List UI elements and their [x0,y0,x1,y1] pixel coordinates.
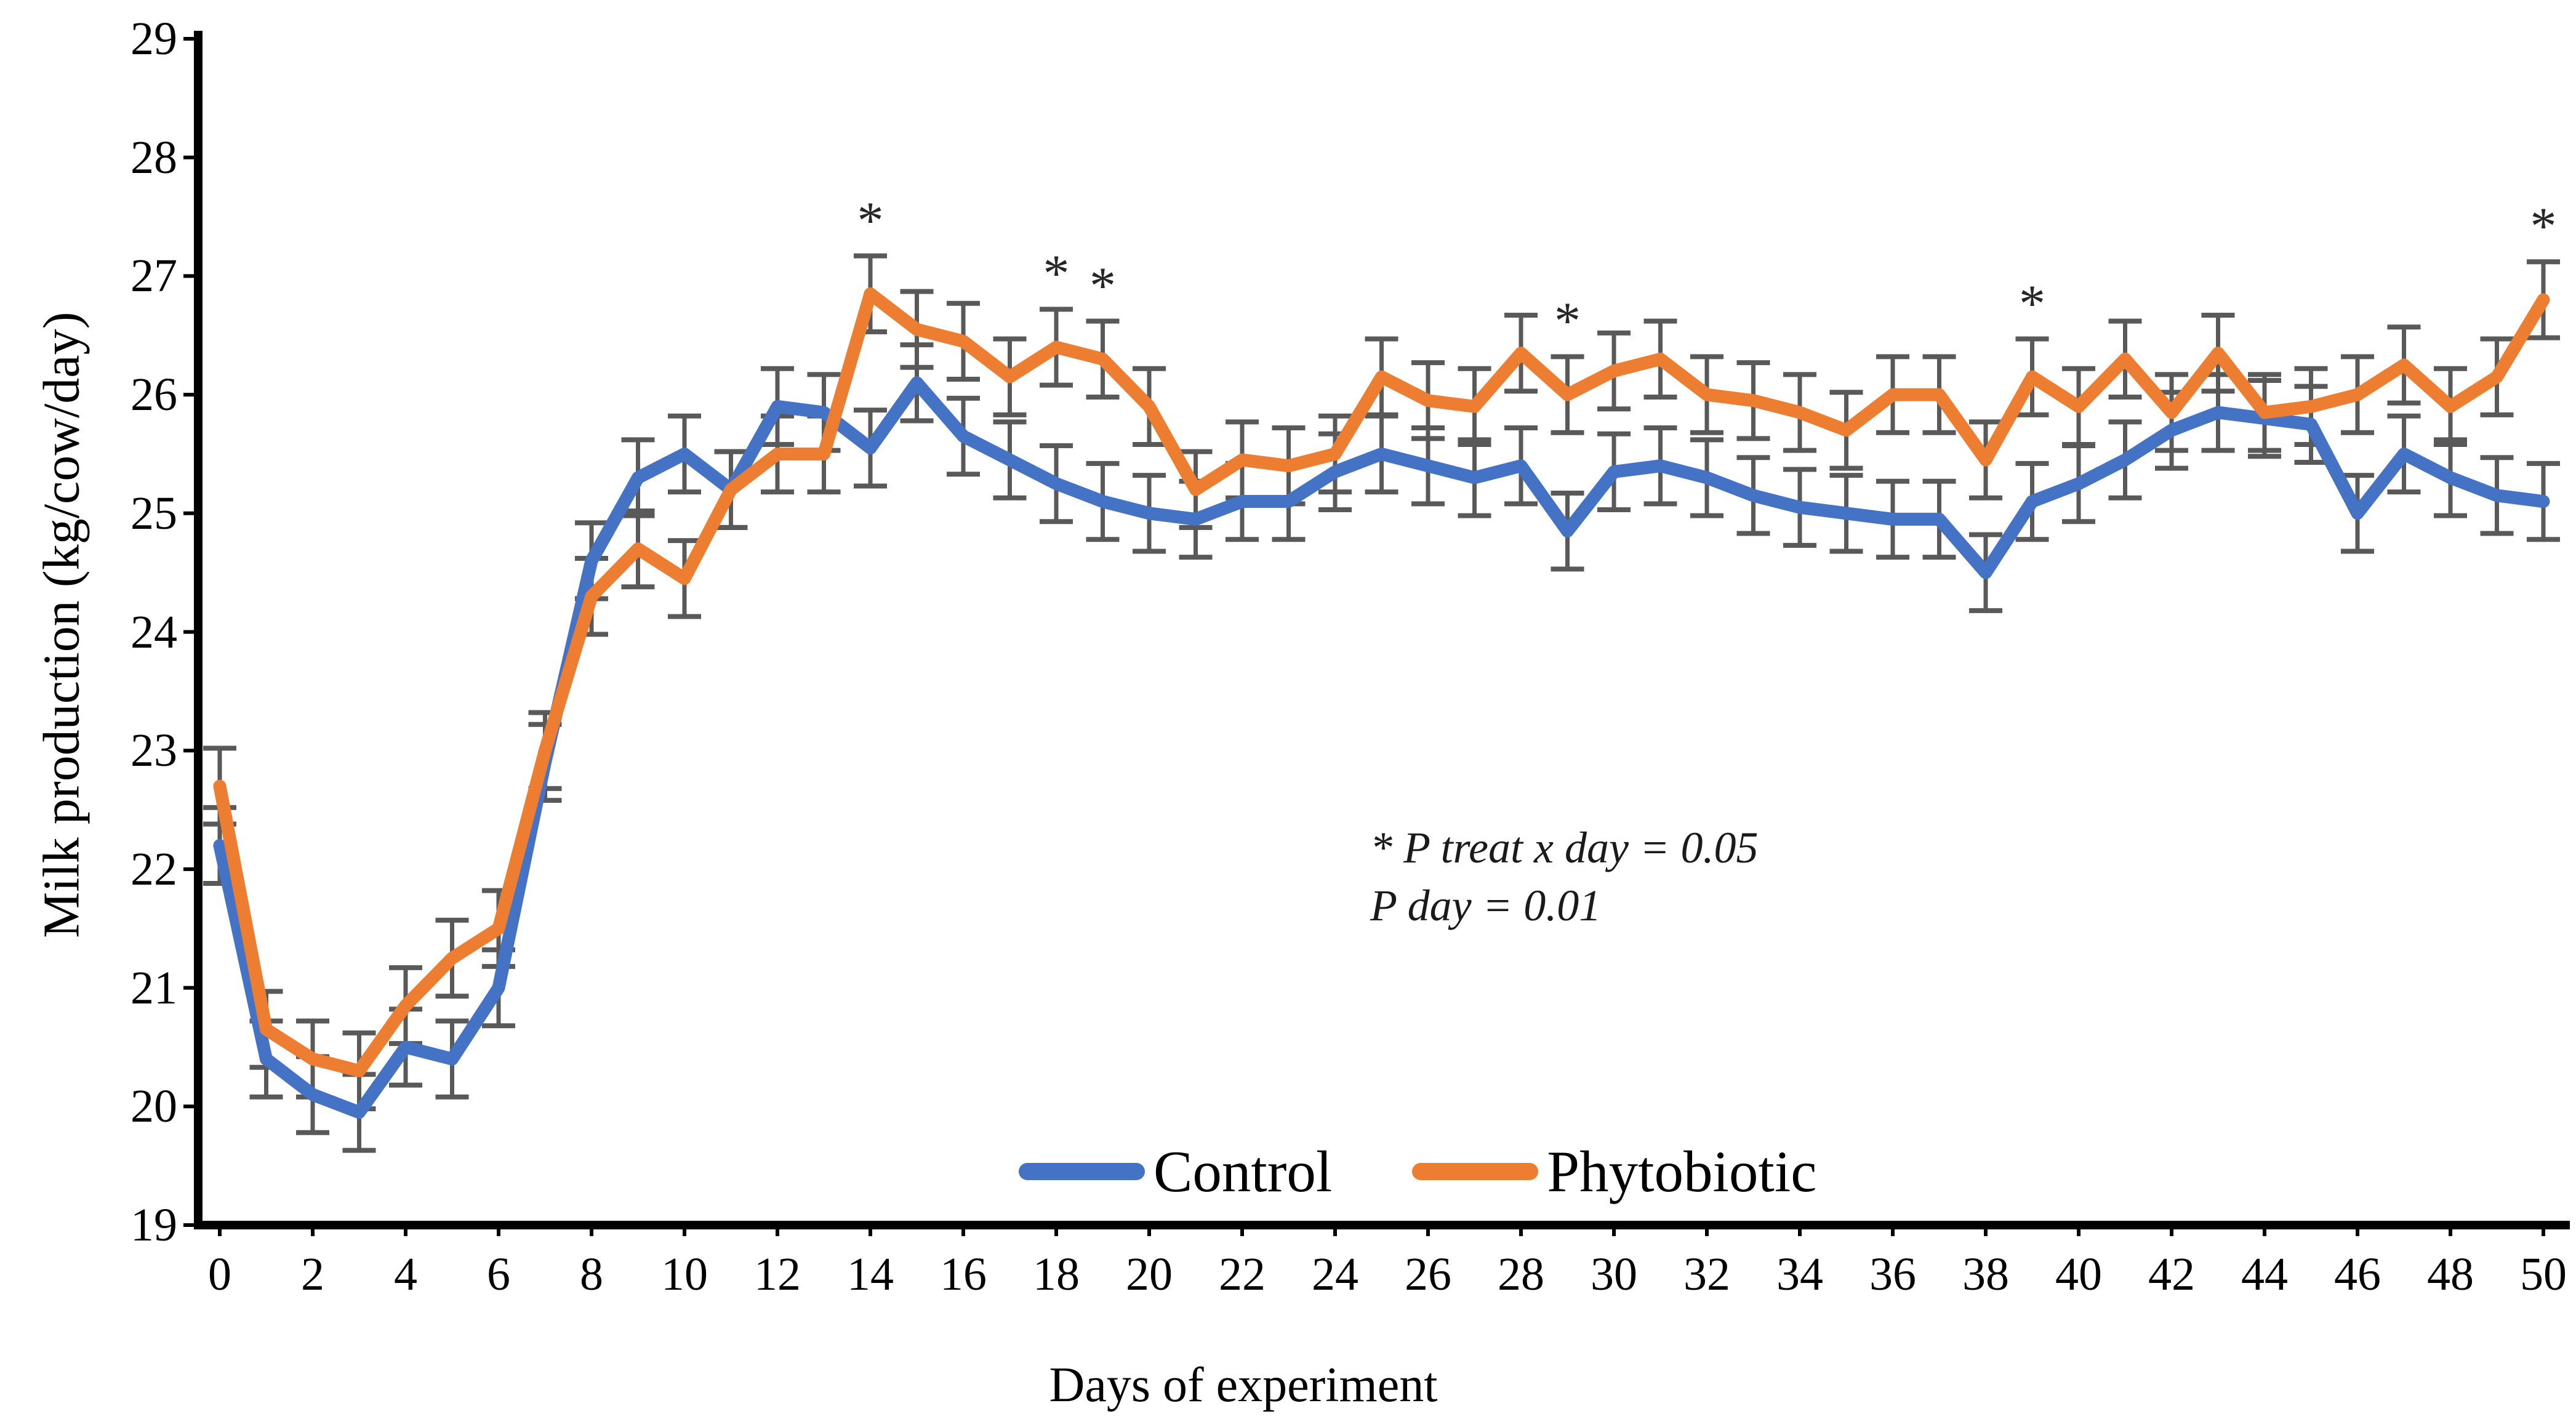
significance-asterisk-day19: * [1089,255,1116,315]
x-tick-label-50: 50 [2520,1248,2567,1300]
annotation-line-2: P day = 0.01 [1370,881,1602,930]
x-tick-label-0: 0 [208,1248,231,1300]
x-tick-label-46: 46 [2334,1248,2381,1300]
x-tick-label-30: 30 [1591,1248,1637,1300]
x-tick-label-14: 14 [847,1248,894,1300]
legend: Control Phytobiotic [1019,1135,1816,1208]
x-tick-label-24: 24 [1312,1248,1358,1300]
x-tick-label-48: 48 [2427,1248,2474,1300]
x-tick-label-40: 40 [2055,1248,2102,1300]
legend-item-phytobiotic: Phytobiotic [1412,1135,1816,1208]
significance-asterisk-day39: * [2019,273,2045,333]
phytobiotic-line [213,287,2550,1077]
y-tick-label-26: 26 [130,369,177,421]
significance-asterisk-day29: * [1554,291,1581,351]
x-tick-label-12: 12 [754,1248,801,1300]
x-tick-label-28: 28 [1498,1248,1544,1300]
x-tick-label-34: 34 [1776,1248,1823,1300]
control-line [213,376,2550,1119]
x-tick-label-6: 6 [487,1248,510,1300]
significance-asterisk-day50: * [2530,196,2557,256]
y-tick-label-28: 28 [130,131,177,183]
x-tick-label-16: 16 [940,1248,987,1300]
phytobiotic-line-swatch [1412,1163,1539,1180]
x-tick-label-36: 36 [1869,1248,1916,1300]
y-tick-label-20: 20 [130,1080,177,1133]
x-tick-label-8: 8 [580,1248,603,1300]
legend-item-control: Control [1019,1135,1332,1208]
x-tick-label-20: 20 [1126,1248,1173,1300]
y-tick-label-29: 29 [130,13,177,65]
legend-label-control: Control [1154,1139,1333,1204]
y-tick-label-19: 19 [130,1199,177,1251]
x-tick-label-38: 38 [1962,1248,2009,1300]
x-tick-label-26: 26 [1405,1248,1451,1300]
y-tick-label-21: 21 [130,962,177,1014]
p-value-annotation: * P treat x day = 0.05 P day = 0.01 [1370,819,1759,935]
legend-label-phytobiotic: Phytobiotic [1547,1139,1817,1204]
y-tick-label-25: 25 [130,487,177,539]
significance-asterisk-day14: * [857,190,884,250]
control-line-swatch [1019,1163,1145,1180]
y-tick-label-23: 23 [130,725,177,777]
y-tick-label-24: 24 [130,606,177,658]
x-tick-label-42: 42 [2148,1248,2195,1300]
y-tick-label-22: 22 [130,843,177,895]
annotation-line-1: * P treat x day = 0.05 [1370,823,1759,872]
y-tick-label-27: 27 [130,250,177,302]
x-tick-label-44: 44 [2241,1248,2288,1300]
x-tick-label-22: 22 [1219,1248,1266,1300]
x-tick-label-4: 4 [394,1248,417,1300]
significance-asterisk-day18: * [1043,244,1070,303]
x-tick-label-18: 18 [1033,1248,1080,1300]
x-tick-label-32: 32 [1683,1248,1730,1300]
y-axis-title: Milk production (kg/cow/day) [33,312,90,938]
x-tick-label-2: 2 [301,1248,324,1300]
x-tick-label-10: 10 [661,1248,708,1300]
x-axis-title: Days of experiment [1049,1358,1438,1412]
